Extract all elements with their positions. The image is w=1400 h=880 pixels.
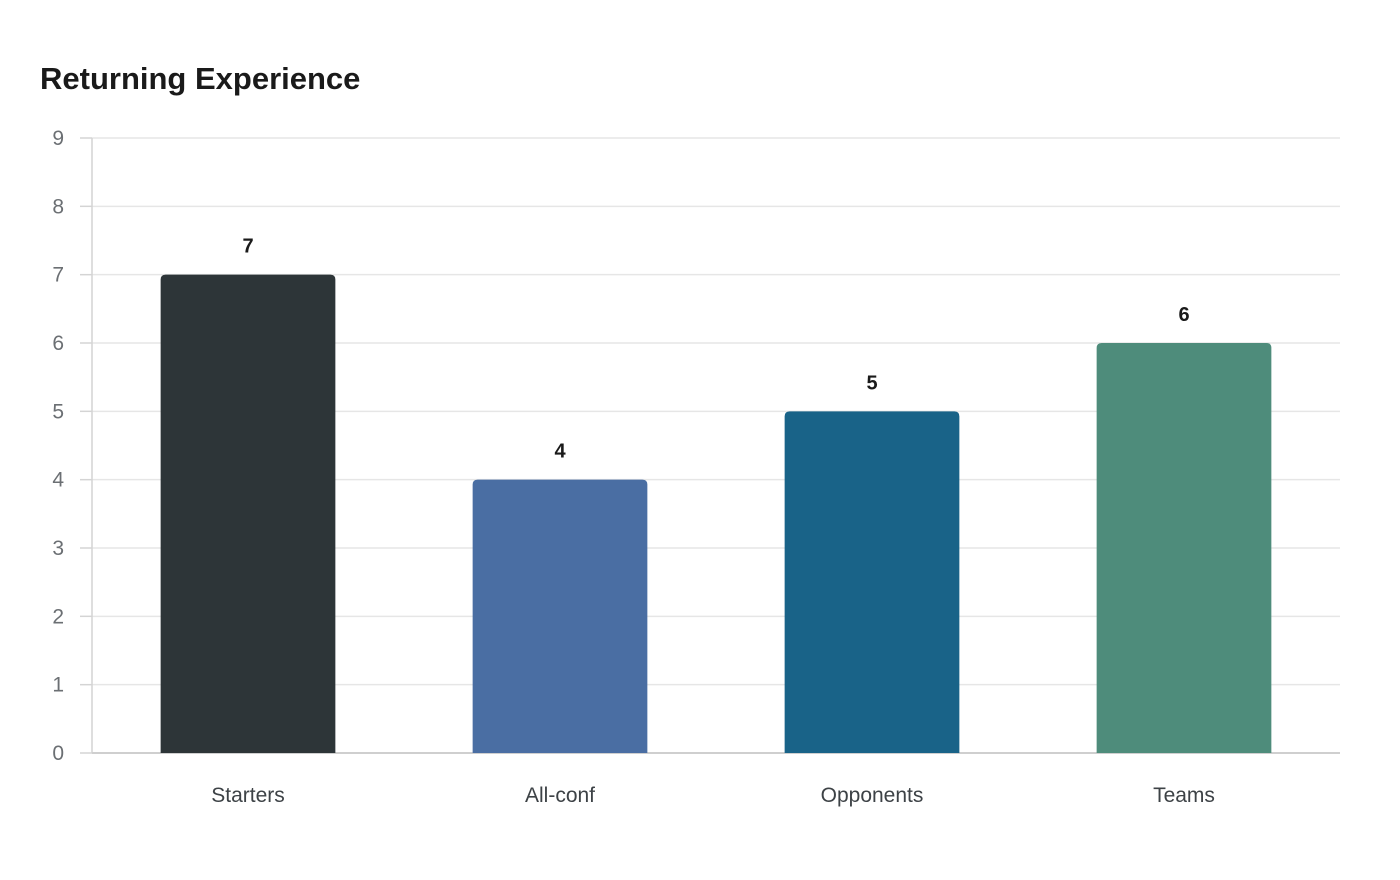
bar-all-conf: [472, 479, 648, 753]
bar-starters: [160, 274, 336, 753]
bar-teams: [1096, 343, 1272, 753]
bar-opponents: [784, 411, 960, 753]
y-tick-label: 8: [52, 195, 64, 218]
data-label: 7: [242, 236, 253, 258]
y-tick-label: 9: [52, 127, 64, 150]
y-tick-label: 5: [52, 400, 64, 423]
data-label: 4: [554, 441, 566, 463]
y-tick-label: 7: [52, 264, 64, 287]
x-tick-label: Starters: [211, 784, 285, 807]
data-label: 6: [1178, 304, 1189, 326]
y-tick-label: 6: [52, 332, 64, 355]
y-tick-label: 2: [52, 605, 64, 628]
x-tick-label: Teams: [1153, 784, 1215, 807]
y-tick-label: 0: [52, 742, 64, 765]
data-label: 5: [866, 372, 877, 394]
x-tick-label: Opponents: [821, 784, 924, 807]
bars: [160, 274, 1272, 753]
y-tick-label: 3: [52, 537, 64, 560]
x-tick-label: All-conf: [525, 784, 595, 807]
chart-title: Returning Experience: [40, 61, 361, 96]
y-tick-label: 1: [52, 674, 64, 697]
labels: 7 Starters 4 All-conf 5 Opponents 6 Teams: [211, 236, 1215, 807]
y-tick-label: 4: [52, 469, 64, 492]
